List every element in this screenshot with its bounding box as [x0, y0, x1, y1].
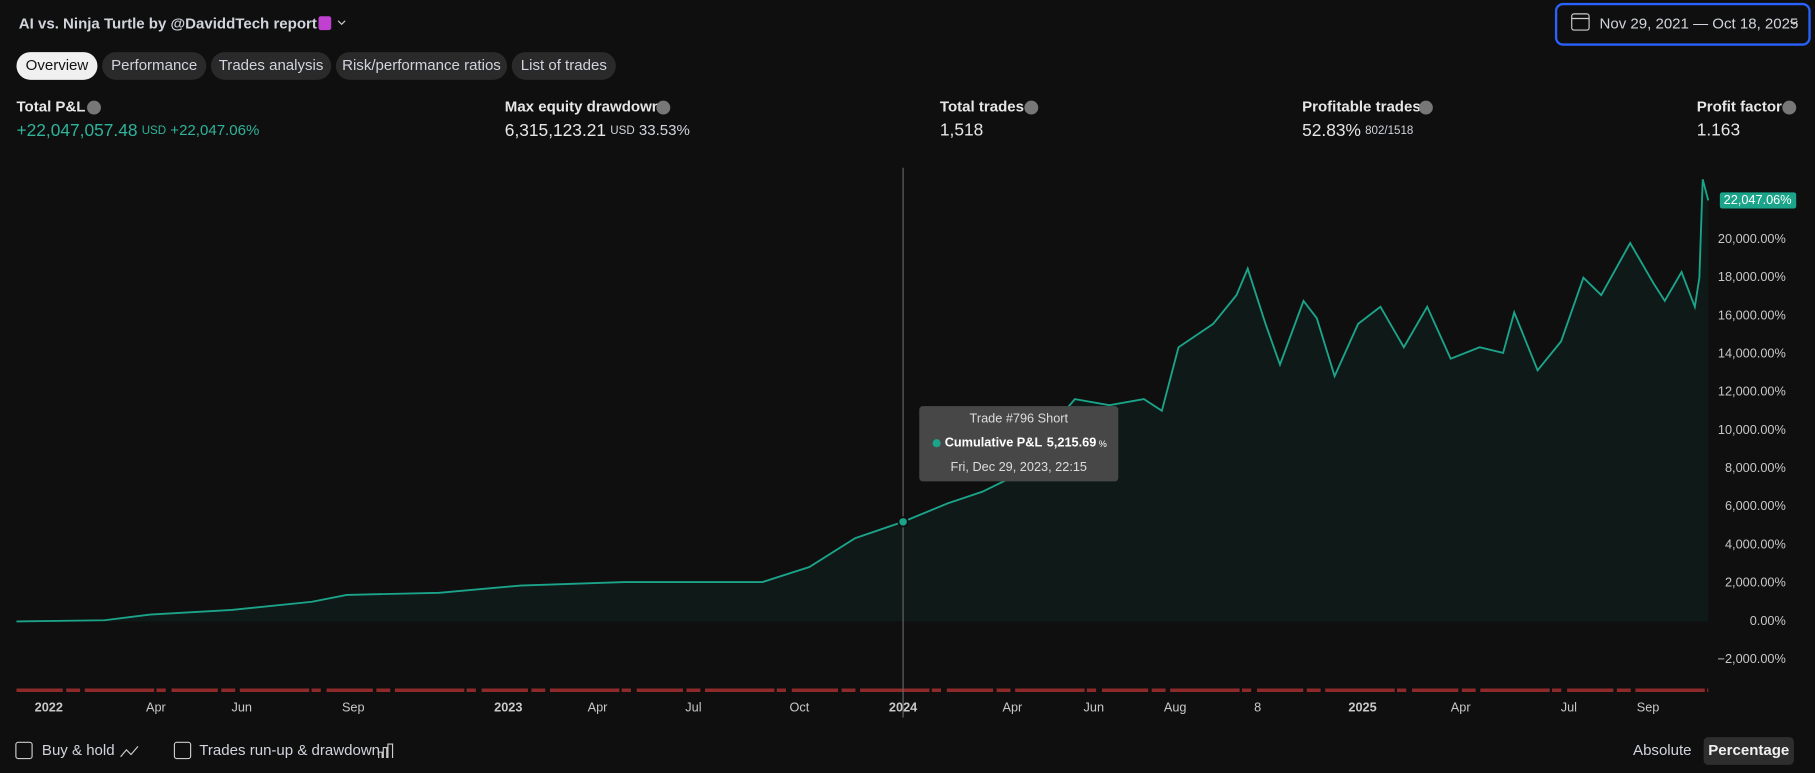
tab-label: Overview: [26, 57, 89, 74]
title-text: AI vs. Ninja Turtle by @DaviddTech: [19, 15, 269, 32]
extra: +22,047.06%: [170, 122, 259, 139]
y-tick-label: 12,000.00%: [1718, 384, 1786, 399]
y-tick-label: 10,000.00%: [1718, 422, 1786, 437]
value: 6,315,123.21: [505, 119, 606, 139]
x-tick-label: Jun: [1084, 700, 1105, 715]
extra: 802/1518: [1365, 125, 1413, 137]
tooltip-box: [919, 406, 1119, 482]
report-title[interactable]: AI vs. Ninja Turtle by @DaviddTech repor…: [19, 15, 317, 32]
date-range: Nov 29, 2021 — Oct 18, 2025: [1599, 15, 1798, 32]
toggle-absolute[interactable]: Absolute: [1633, 742, 1692, 759]
x-tick-label: Apr: [146, 700, 167, 715]
info-icon[interactable]: [656, 100, 671, 115]
metric-value: 1,518: [940, 119, 983, 139]
y-tick-label: 18,000.00%: [1718, 269, 1786, 284]
x-tick-label: 8: [1254, 700, 1261, 715]
y-tick-label: −2,000.00%: [1718, 651, 1786, 666]
metric-value: 52.83% 802/1518: [1302, 119, 1413, 139]
y-tick-label: 2,000.00%: [1725, 575, 1786, 590]
metric-label: Profitable trades: [1302, 99, 1421, 116]
bars-icon: [378, 743, 394, 758]
tooltip-series: Cumulative P&L: [945, 435, 1043, 450]
equity-line: [16, 179, 1710, 623]
area: [16, 179, 1709, 622]
tab[interactable]: [16, 52, 98, 80]
y-tick-label: 20,000.00%: [1718, 231, 1786, 246]
chevron: [1790, 20, 1798, 26]
toggle-percentage[interactable]: Percentage: [1708, 742, 1789, 759]
chart: −2,000.00% 0.00% 2,000.00% 4,000.00% 6,000.0…: [16, 179, 1797, 715]
x-tick-label: Sep: [342, 700, 365, 715]
tab[interactable]: [210, 52, 332, 80]
tab-label: Performance: [111, 57, 197, 74]
x-tick-label: Apr: [588, 700, 609, 715]
checkbox[interactable]: [173, 741, 192, 760]
y-tick-label: 14,000.00%: [1718, 345, 1786, 360]
x-tick-label: 2023: [494, 700, 522, 715]
value: +22,047,057.48: [16, 119, 137, 139]
y-tick-label: 8,000.00%: [1725, 460, 1786, 475]
line-icon: [120, 746, 139, 758]
info-icon[interactable]: [1782, 100, 1797, 115]
last-value-badge: [1719, 192, 1797, 209]
x-tick-label: Apr: [1451, 700, 1472, 715]
tab-label: Trades analysis: [219, 57, 324, 74]
metric-label: Max equity drawdown: [505, 99, 661, 116]
checkbox-label[interactable]: Buy & hold: [42, 742, 115, 759]
value: 52.83%: [1302, 119, 1361, 139]
metric-value: 1.163: [1697, 119, 1740, 139]
metric-label: Total P&L: [16, 99, 85, 116]
tab[interactable]: [511, 52, 616, 80]
x-tick-label: Oct: [789, 700, 809, 715]
calendar-badge: [318, 16, 332, 31]
checkbox[interactable]: [15, 741, 33, 760]
x-tick-label: 2025: [1348, 700, 1376, 715]
x-tick-label: Sep: [1637, 700, 1660, 715]
y-tick-label: 4,000.00%: [1725, 536, 1786, 551]
x-tick-label: Jul: [685, 700, 701, 715]
unit: USD: [610, 125, 634, 137]
tab-label: List of trades: [521, 57, 607, 74]
checkbox-label[interactable]: Trades run-up & drawdown: [199, 742, 380, 759]
last-value-label: 22,047.06%: [1724, 192, 1792, 207]
calendar-icon: [1571, 13, 1590, 31]
y-tick-label: 0.00%: [1750, 613, 1786, 628]
info-icon[interactable]: [1418, 100, 1433, 115]
tooltip-date: Fri, Dec 29, 2023, 22:15: [951, 459, 1087, 474]
x-tick-label: Aug: [1164, 700, 1187, 715]
metric-label: Profit factor: [1697, 99, 1782, 116]
x-tick-label: Jun: [231, 700, 252, 715]
unit: USD: [142, 125, 166, 137]
x-tick-label: 2022: [35, 700, 63, 715]
tooltip-title: Trade #796 Short: [970, 410, 1069, 425]
toggle-bg: [1703, 737, 1794, 765]
tooltip-value: 5,215.69: [1047, 435, 1097, 450]
chevron[interactable]: [337, 20, 346, 26]
tooltip: Trade #796 Short Cumulative P&L 5,215.69 % F…: [897, 167, 1119, 718]
tab[interactable]: [335, 52, 508, 80]
tab-label: Risk/performance ratios: [342, 57, 501, 74]
hover-point: [897, 516, 909, 528]
x-tick-label: Apr: [1002, 700, 1023, 715]
metric-value: +22,047,057.48 USD +22,047.06%: [16, 119, 259, 139]
date-range-button[interactable]: [1554, 2, 1811, 46]
x-tick-label: Jul: [1561, 700, 1577, 715]
metric-label: Total trades: [940, 99, 1024, 116]
y-tick-label: 16,000.00%: [1718, 307, 1786, 322]
info-icon[interactable]: [1024, 100, 1039, 115]
extra: 33.53%: [639, 122, 690, 139]
y-tick-label: 6,000.00%: [1725, 498, 1786, 513]
tooltip-unit: %: [1099, 439, 1107, 449]
metric-value: 6,315,123.21 USD 33.53%: [505, 119, 690, 139]
title-suffix: report: [273, 15, 316, 32]
tooltip-swatch: [932, 439, 941, 448]
info-icon[interactable]: [87, 100, 101, 115]
tab[interactable]: [102, 52, 207, 80]
